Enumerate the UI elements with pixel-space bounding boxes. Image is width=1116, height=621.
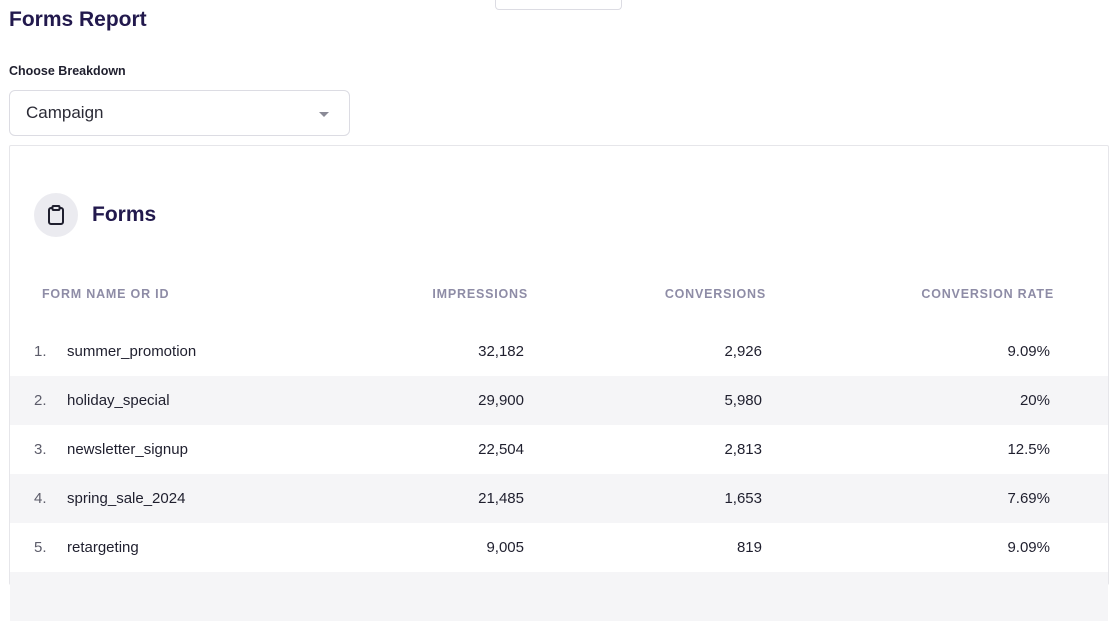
column-header-conversion-rate[interactable]: CONVERSION RATE — [921, 287, 1054, 301]
row-conversion-rate: 7.69% — [1007, 490, 1050, 507]
row-conversions: 819 — [736, 539, 762, 556]
table-row: 4. spring_sale_2024 21,485 1,653 7.69% — [10, 474, 1108, 523]
row-conversions: 1,653 — [724, 490, 762, 507]
column-header-impressions[interactable]: IMPRESSIONS — [432, 287, 528, 301]
breakdown-selected-value: Campaign — [26, 103, 104, 122]
card-title: Forms — [92, 203, 157, 226]
clipboard-icon — [34, 193, 78, 237]
table-row: 1. summer_promotion 32,182 2,926 9.09% — [10, 327, 1108, 376]
row-impressions: 9,005 — [486, 539, 524, 556]
column-header-name[interactable]: FORM NAME OR ID — [42, 287, 170, 301]
top-control-stub[interactable] — [495, 0, 622, 10]
row-conversion-rate: 9.09% — [1007, 539, 1050, 556]
row-form-name: holiday_special — [67, 392, 170, 409]
row-conversion-rate: 20% — [1019, 392, 1050, 409]
row-conversions: 5,980 — [724, 392, 762, 409]
row-impressions: 22,504 — [478, 441, 524, 458]
row-form-name: newsletter_signup — [67, 441, 188, 458]
row-index: 5. — [34, 539, 47, 556]
card-header: Forms — [34, 193, 156, 237]
row-conversions: 2,926 — [724, 343, 762, 360]
table-row: 2. holiday_special 29,900 5,980 20% — [10, 376, 1108, 425]
table-body: 1. summer_promotion 32,182 2,926 9.09% 2… — [10, 327, 1108, 621]
forms-card: Forms FORM NAME OR ID IMPRESSIONS CONVER… — [9, 145, 1109, 621]
row-impressions: 21,485 — [478, 490, 524, 507]
table-row: 3. newsletter_signup 22,504 2,813 12.5% — [10, 425, 1108, 474]
breakdown-select[interactable]: Campaign — [9, 90, 350, 136]
row-index: 3. — [34, 441, 47, 458]
row-index: 4. — [34, 490, 47, 507]
row-impressions: 32,182 — [478, 343, 524, 360]
row-conversions: 2,813 — [724, 441, 762, 458]
row-index: 2. — [34, 392, 47, 409]
table-row-partial — [10, 572, 1108, 621]
table-header: FORM NAME OR ID IMPRESSIONS CONVERSIONS … — [10, 276, 1108, 312]
column-header-conversions[interactable]: CONVERSIONS — [664, 287, 766, 301]
chevron-down-icon — [319, 112, 329, 117]
page-title: Forms Report — [9, 8, 147, 31]
row-impressions: 29,900 — [478, 392, 524, 409]
breakdown-label: Choose Breakdown — [9, 64, 126, 78]
row-form-name: spring_sale_2024 — [67, 490, 186, 507]
row-form-name: retargeting — [67, 539, 139, 556]
row-conversion-rate: 12.5% — [1007, 441, 1050, 458]
row-conversion-rate: 9.09% — [1007, 343, 1050, 360]
row-index: 1. — [34, 343, 47, 360]
row-form-name: summer_promotion — [67, 343, 197, 360]
table-row: 5. retargeting 9,005 819 9.09% — [10, 523, 1108, 572]
